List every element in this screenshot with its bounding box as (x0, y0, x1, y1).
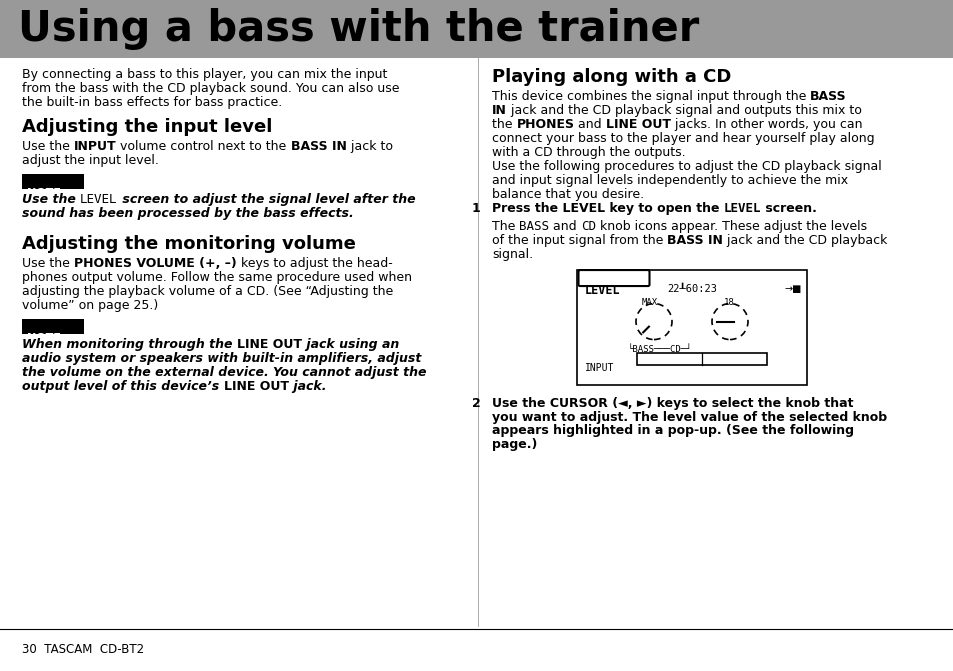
Text: NOTE: NOTE (27, 188, 61, 198)
Text: Press the LEVEL key to open the: Press the LEVEL key to open the (492, 202, 723, 215)
Text: →■: →■ (784, 284, 801, 293)
Text: You cannot adjust the: You cannot adjust the (273, 366, 426, 378)
Text: By connecting a bass to this player, you can mix the input: By connecting a bass to this player, you… (22, 68, 387, 81)
Bar (22, 174, 84, 189)
Text: jacks. In other words, you can: jacks. In other words, you can (670, 118, 862, 131)
Text: the: the (492, 118, 516, 131)
Bar (22, 319, 84, 333)
Text: connect your bass to the player and hear yourself play along: connect your bass to the player and hear… (492, 132, 874, 145)
Text: 1: 1 (472, 202, 480, 215)
Text: knob icons appear. These adjust the levels: knob icons appear. These adjust the leve… (596, 219, 866, 233)
Text: CD: CD (580, 219, 596, 233)
Text: with a CD through the outputs.: with a CD through the outputs. (492, 146, 685, 159)
Text: signal.: signal. (492, 248, 533, 260)
Text: phones output volume. Follow the same procedure used when: phones output volume. Follow the same pr… (22, 271, 412, 284)
Text: screen to adjust the signal level after the: screen to adjust the signal level after … (117, 193, 415, 206)
Text: audio system or speakers with built-in amplifiers, adjust: audio system or speakers with built-in a… (22, 352, 421, 365)
Text: adjusting the playback volume of a CD. (See “Adjusting the: adjusting the playback volume of a CD. (… (22, 285, 393, 298)
Text: 30  TASCAM  CD-BT2: 30 TASCAM CD-BT2 (22, 643, 144, 656)
Text: BASS: BASS (518, 219, 549, 233)
Text: jack.: jack. (289, 380, 326, 393)
Text: jack to: jack to (346, 140, 393, 153)
Text: NOTE: NOTE (27, 333, 61, 343)
Text: PHONES: PHONES (516, 118, 574, 131)
Text: BASS: BASS (809, 90, 846, 103)
Text: jack using an: jack using an (301, 338, 398, 351)
Text: adjust the input level.: adjust the input level. (22, 154, 159, 167)
Text: The: The (492, 219, 518, 233)
Text: volume control next to the: volume control next to the (116, 140, 291, 153)
Text: MAX: MAX (641, 297, 658, 307)
Bar (0, 0, 953, 58)
Text: Use the: Use the (22, 140, 73, 153)
Text: Adjusting the input level: Adjusting the input level (22, 118, 273, 136)
Text: output level of this device’s: output level of this device’s (22, 380, 223, 393)
Bar (637, 352, 766, 364)
Text: Use the CURSOR (◄, ►) keys to select the knob that: Use the CURSOR (◄, ►) keys to select the… (492, 397, 853, 409)
Text: keys to adjust the head-: keys to adjust the head- (236, 257, 392, 270)
Text: LINE OUT: LINE OUT (223, 380, 289, 393)
Text: When monitoring through the: When monitoring through the (22, 338, 236, 351)
Text: balance that you desire.: balance that you desire. (492, 188, 643, 201)
Text: LINE OUT: LINE OUT (605, 118, 670, 131)
Text: jack and the CD playback signal and outputs this mix to: jack and the CD playback signal and outp… (506, 104, 861, 117)
Text: 18: 18 (723, 297, 734, 307)
Text: sound has been processed by the bass effects.: sound has been processed by the bass eff… (22, 207, 354, 220)
Bar (577, 270, 806, 384)
Text: jack and the CD playback: jack and the CD playback (722, 234, 886, 247)
Text: Using a bass with the trainer: Using a bass with the trainer (18, 8, 699, 50)
Text: appears highlighted in a pop-up. (See the following: appears highlighted in a pop-up. (See th… (492, 425, 853, 437)
Text: volume” on page 25.): volume” on page 25.) (22, 299, 158, 312)
Text: 2: 2 (472, 397, 480, 409)
Text: LEVEL: LEVEL (80, 193, 117, 206)
Text: Playing along with a CD: Playing along with a CD (492, 68, 731, 86)
Text: BASS IN: BASS IN (291, 140, 346, 153)
Text: INPUT: INPUT (73, 140, 116, 153)
Text: Use the: Use the (22, 193, 80, 206)
Text: Adjusting the monitoring volume: Adjusting the monitoring volume (22, 235, 355, 253)
Text: LINE OUT: LINE OUT (236, 338, 301, 351)
Text: └BASS───CD─┘: └BASS───CD─┘ (627, 344, 692, 354)
Text: from the bass with the CD playback sound. You can also use: from the bass with the CD playback sound… (22, 82, 399, 95)
Text: you want to adjust. The level value of the selected knob: you want to adjust. The level value of t… (492, 411, 886, 423)
Text: This device combines the signal input through the: This device combines the signal input th… (492, 90, 809, 103)
Text: Use the following procedures to adjust the CD playback signal: Use the following procedures to adjust t… (492, 160, 881, 173)
Text: LEVEL: LEVEL (584, 284, 620, 297)
Text: 22┸60:23: 22┸60:23 (666, 284, 717, 293)
Text: the built-in bass effects for bass practice.: the built-in bass effects for bass pract… (22, 96, 282, 109)
Text: Use the: Use the (22, 257, 73, 270)
Text: IN: IN (492, 104, 506, 117)
Text: screen.: screen. (760, 202, 817, 215)
Text: and input signal levels independently to achieve the mix: and input signal levels independently to… (492, 174, 847, 187)
Text: PHONES VOLUME (+, –): PHONES VOLUME (+, –) (73, 257, 236, 270)
Text: BASS IN: BASS IN (667, 234, 722, 247)
Text: INPUT: INPUT (584, 362, 614, 372)
Text: the volume on the external device.: the volume on the external device. (22, 366, 273, 378)
Text: and: and (549, 219, 580, 233)
Text: page.): page.) (492, 438, 537, 452)
Text: LEVEL: LEVEL (723, 202, 760, 215)
Text: of the input signal from the: of the input signal from the (492, 234, 667, 247)
Text: and: and (574, 118, 605, 131)
FancyBboxPatch shape (578, 270, 649, 286)
